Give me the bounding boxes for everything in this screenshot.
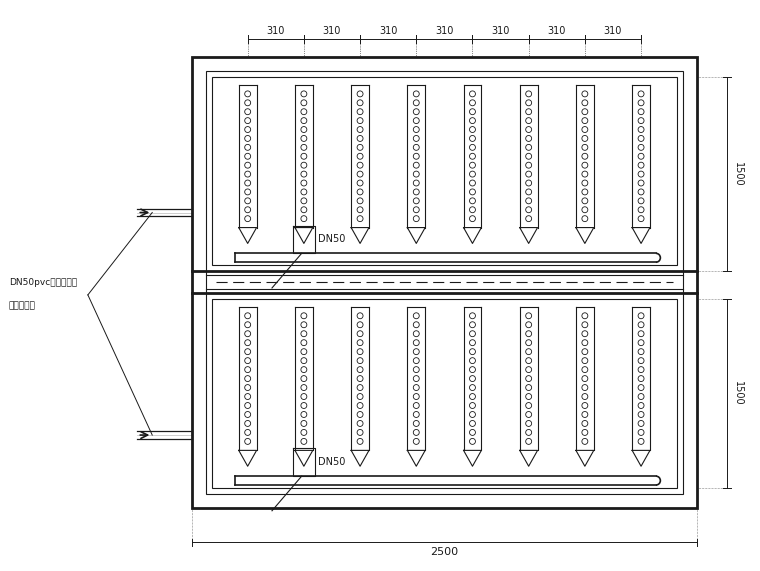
- Bar: [192, 57, 697, 508]
- Text: DN50pvc污泥回流管: DN50pvc污泥回流管: [8, 278, 77, 287]
- Text: 2500: 2500: [430, 548, 458, 557]
- Bar: [206, 71, 683, 494]
- Text: 310: 310: [267, 26, 285, 37]
- Text: 310: 310: [323, 26, 341, 37]
- Text: 310: 310: [379, 26, 397, 37]
- Bar: [211, 299, 677, 488]
- Text: 1500: 1500: [733, 381, 743, 406]
- Text: DN50: DN50: [318, 235, 345, 244]
- Bar: [211, 77, 677, 265]
- Text: 1500: 1500: [733, 162, 743, 186]
- Text: 310: 310: [603, 26, 622, 37]
- Text: 310: 310: [547, 26, 566, 37]
- Text: DN50: DN50: [318, 457, 345, 467]
- Text: 接至调节池: 接至调节池: [8, 301, 36, 310]
- Text: 310: 310: [435, 26, 454, 37]
- Text: 310: 310: [492, 26, 510, 37]
